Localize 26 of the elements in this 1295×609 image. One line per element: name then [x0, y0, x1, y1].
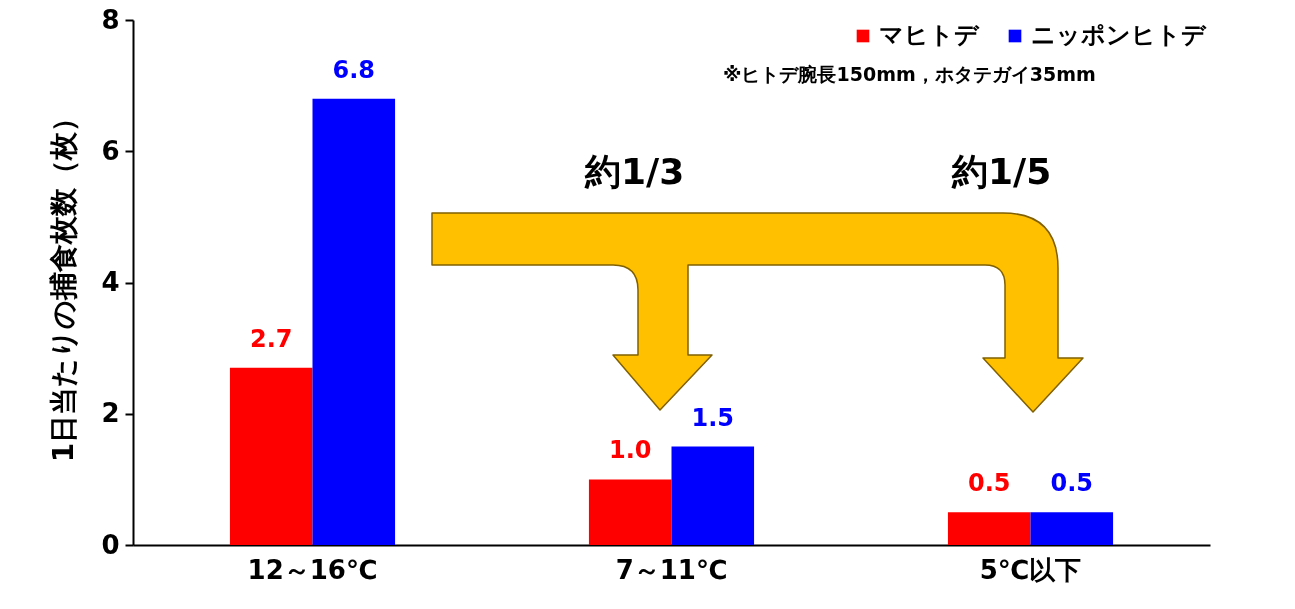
data-label: 6.8 [332, 55, 376, 84]
data-label: 0.5 [967, 469, 1011, 498]
data-label: 1.5 [691, 403, 735, 432]
x-tick-label: 12～16℃ [247, 554, 378, 585]
bar [671, 446, 755, 545]
bar [947, 512, 1031, 545]
y-tick-label: 8 [101, 4, 120, 35]
bar [588, 479, 672, 545]
annotation: 約1/3 [585, 150, 685, 194]
annotation: ※ヒトデ腕長150mm，ホタテガイ35mm [723, 62, 1096, 87]
x-tick-label: 5℃以下 [979, 554, 1082, 585]
annotation: 約1/5 [952, 150, 1052, 194]
legend-label: ニッポンヒトデ [1031, 21, 1207, 49]
data-label: 0.5 [1050, 469, 1094, 498]
y-axis-title: 1日当たりの捕食枚数（枚） [47, 103, 81, 463]
y-tick-label: 0 [101, 529, 120, 560]
bar [229, 367, 313, 545]
bar [1030, 512, 1114, 545]
legend-label: マヒトデ [879, 21, 980, 49]
y-tick-label: 6 [101, 135, 120, 166]
data-label: 1.0 [608, 436, 652, 465]
data-label: 2.7 [249, 324, 293, 353]
y-tick-label: 4 [101, 267, 120, 297]
y-tick-label: 2 [101, 398, 120, 429]
bar [312, 98, 396, 545]
x-tick-label: 7～11℃ [615, 554, 728, 585]
